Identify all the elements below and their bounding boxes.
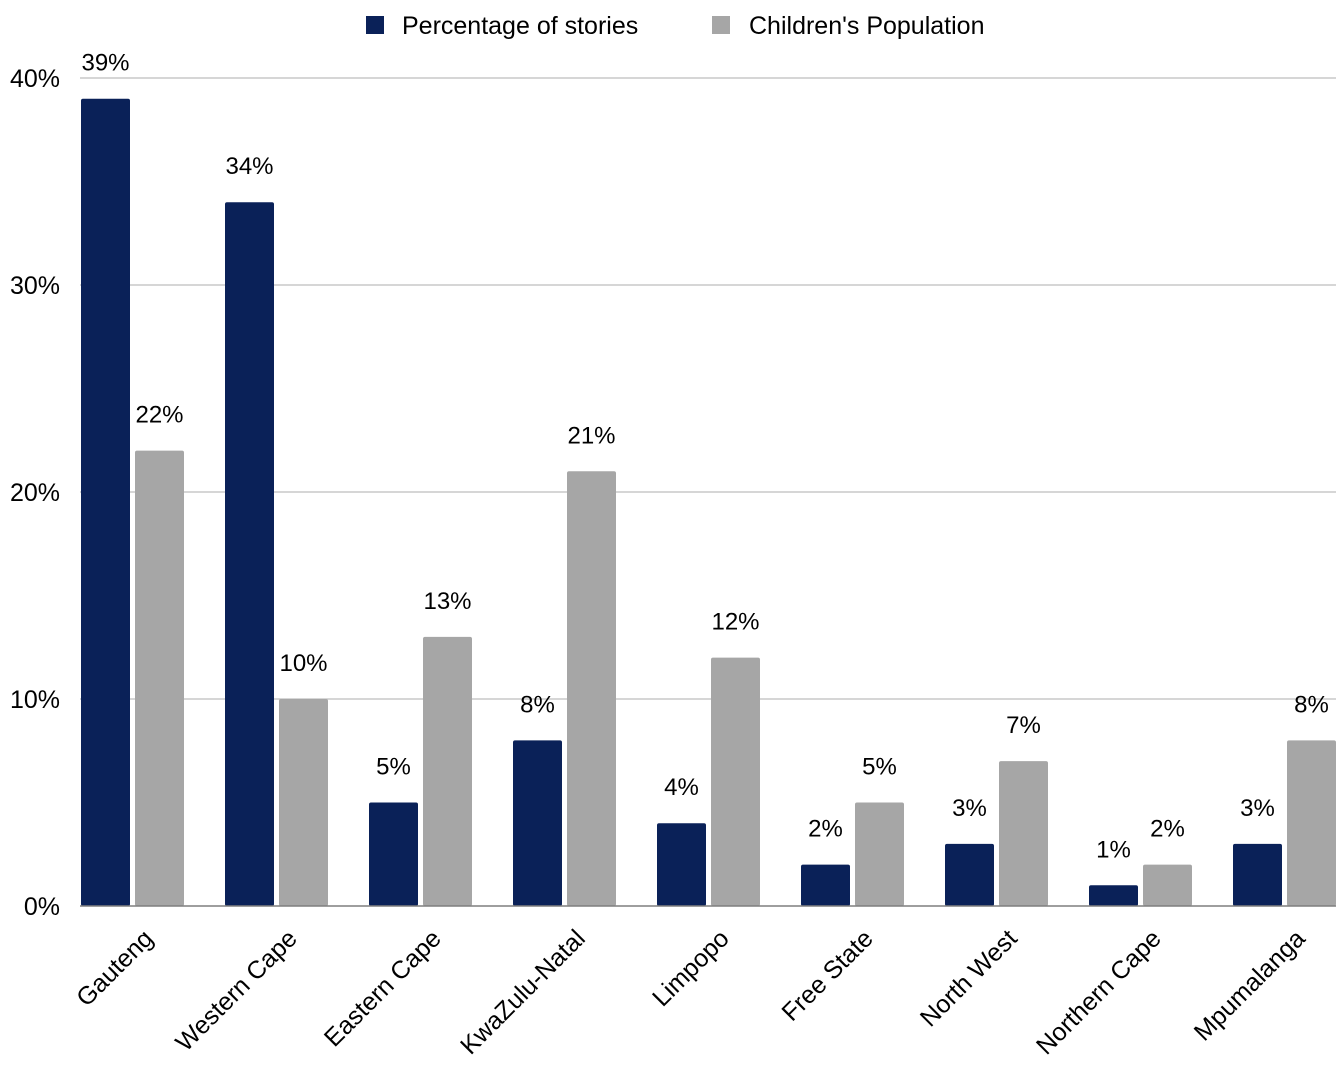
data-label: 13% [423,588,471,615]
data-label: 2% [808,816,843,843]
y-tick-label: 40% [10,65,60,93]
data-label: 34% [225,153,273,180]
x-tick-label: Limpopo [647,924,735,1012]
bar-stories [369,802,418,906]
legend-swatch [712,16,730,34]
data-label: 21% [567,422,615,449]
x-tick-label: Gauteng [71,924,159,1012]
bar-stories [1233,843,1282,906]
bar-stories [801,864,850,906]
bar-population [855,802,904,906]
data-label: 10% [279,650,327,677]
legend-swatch [366,16,384,34]
data-label: 2% [1150,816,1185,843]
data-label: 8% [1294,691,1329,718]
legend: Percentage of stories Children's Populati… [366,12,984,40]
y-tick-label: 30% [10,272,60,300]
y-tick-label: 10% [10,686,60,714]
data-label: 4% [664,774,699,801]
bar-stories [1089,885,1138,906]
bar-population [711,657,760,906]
bar-stories [657,823,706,906]
y-tick-label: 0% [24,893,60,921]
data-label: 7% [1006,712,1041,739]
x-tick-label: Eastern Cape [319,924,447,1052]
legend-label: Children's Population [749,12,984,40]
data-label: 39% [81,50,129,77]
data-labels: 39% 34% 5% 8% 4% 2% 3% 1% 3% 22% 10% 13% 21% 12% 5% 7% 2… [81,50,1328,864]
bar-population [1143,864,1192,906]
gridlines [80,77,1336,700]
x-tick-label: Western Cape [170,924,302,1056]
legend-label: Percentage of stories [402,12,638,40]
bar-stories [225,202,274,906]
x-tick-label: Mpumalanga [1189,924,1311,1046]
bar-population [279,699,328,906]
data-label: 8% [520,691,555,718]
x-tick-label: Free State [776,924,878,1026]
bar-stories [513,740,562,906]
bar-population [999,761,1048,906]
x-tick-label: North West [915,924,1023,1032]
x-tick-label: Northern Cape [1031,924,1167,1060]
data-label: 3% [952,795,987,822]
bar-population [1287,740,1336,906]
bar-population [567,471,616,906]
data-label: 12% [711,609,759,636]
data-label: 3% [1240,795,1275,822]
bar-population [423,636,472,906]
data-label: 5% [862,754,897,781]
x-tick-label: KwaZulu-Natal [455,924,591,1060]
x-axis: Gauteng Western Cape Eastern Cape KwaZulu-N… [71,905,1336,1060]
bars [81,98,1336,906]
y-tick-label: 20% [10,479,60,507]
data-label: 5% [376,754,411,781]
bar-stories [81,98,130,906]
data-label: 22% [135,402,183,429]
bar-stories [945,843,994,906]
y-axis-ticks: 0% 10% 20% 30% 40% [10,65,60,921]
bar-population [135,450,184,906]
data-label: 1% [1096,836,1131,863]
